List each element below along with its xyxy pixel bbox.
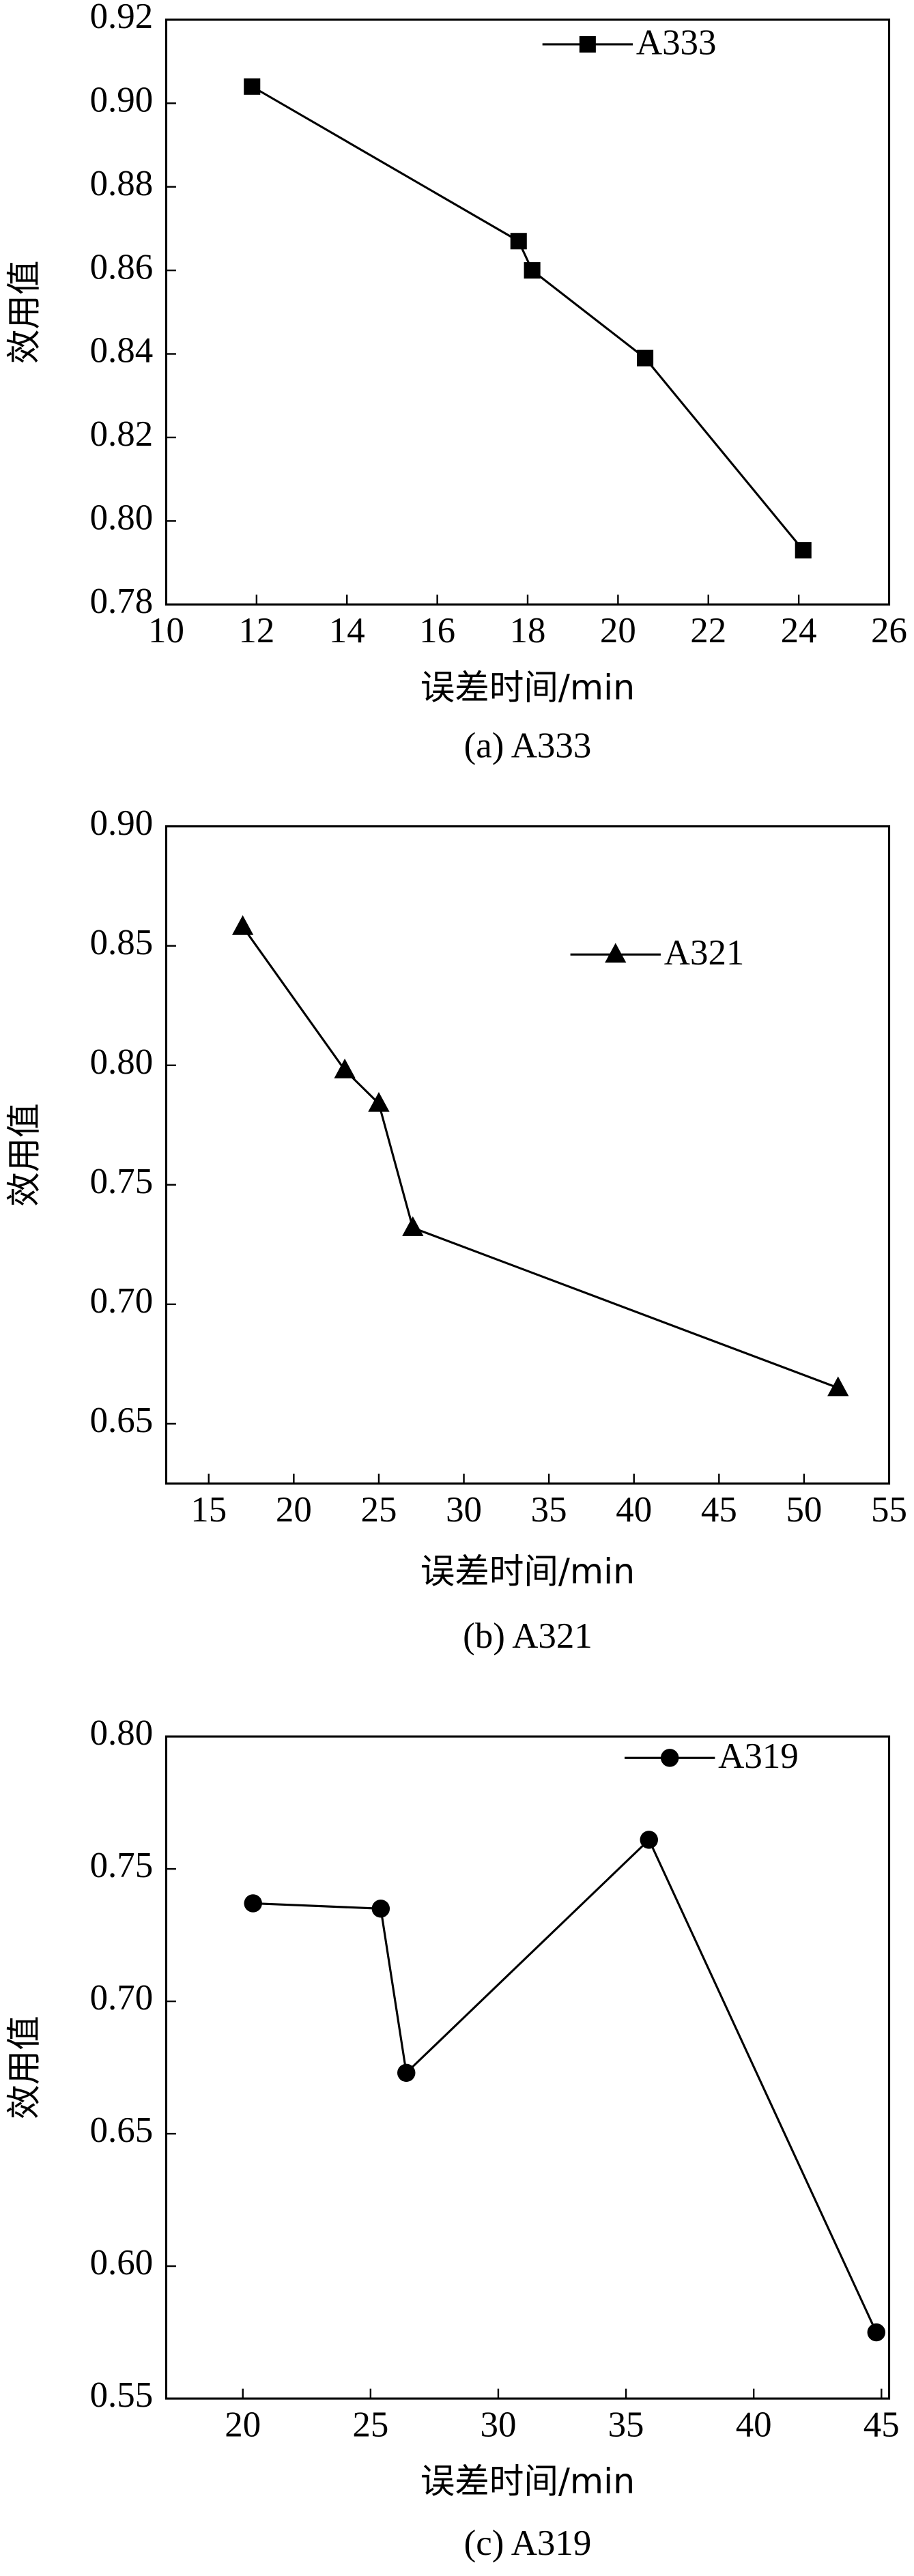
caption: (c) A319	[464, 2523, 592, 2563]
legend-marker	[579, 35, 596, 53]
y-axis-label: 效用值	[3, 1103, 44, 1207]
y-tick-label: 0.92	[90, 0, 154, 36]
x-tick-label: 22	[690, 611, 726, 650]
data-point	[827, 1376, 849, 1397]
x-tick-label: 20	[600, 611, 636, 650]
data-point	[867, 2323, 886, 2342]
x-tick-label: 14	[329, 611, 365, 650]
data-point	[637, 349, 654, 367]
x-tick-label: 26	[871, 611, 907, 650]
y-tick-label: 0.84	[90, 331, 154, 371]
legend-label: A333	[636, 23, 717, 63]
y-tick-label: 0.65	[90, 1401, 154, 1440]
data-point	[334, 1058, 356, 1078]
data-point	[244, 1894, 262, 1913]
y-tick-label: 0.55	[90, 2375, 154, 2415]
x-tick-label: 45	[863, 2405, 900, 2445]
data-point	[368, 1091, 390, 1112]
x-tick-label: 20	[276, 1490, 312, 1530]
x-axis-label: 误差时间/min	[420, 2461, 635, 2502]
data-line	[242, 926, 839, 1389]
plot-frame	[165, 1735, 891, 2400]
x-tick-label: 16	[419, 611, 455, 650]
y-tick-label: 0.90	[90, 80, 154, 119]
x-tick-label: 18	[510, 611, 546, 650]
x-tick-label: 35	[608, 2405, 644, 2445]
x-tick-label: 40	[736, 2405, 772, 2445]
y-tick-label: 0.80	[90, 1042, 154, 1082]
x-tick-label: 25	[352, 2405, 388, 2445]
y-tick-label: 0.88	[90, 164, 154, 203]
data-point	[524, 262, 541, 279]
x-tick-label: 40	[616, 1490, 652, 1530]
y-tick-label: 0.80	[90, 1713, 154, 1753]
y-tick-label: 0.90	[90, 803, 154, 843]
data-line	[253, 1837, 878, 2333]
y-tick-label: 0.70	[90, 1978, 154, 2018]
data-point	[640, 1831, 658, 1849]
legend-label: A319	[718, 1736, 799, 1776]
x-tick-label: 50	[786, 1490, 822, 1530]
y-tick-label: 0.86	[90, 247, 154, 287]
x-tick-label: 10	[148, 611, 184, 650]
y-axis-label: 效用值	[3, 261, 44, 364]
x-tick-label: 45	[701, 1490, 737, 1530]
legend-marker	[605, 943, 627, 963]
data-point	[510, 233, 527, 250]
x-axis-label: 误差时间/min	[420, 1551, 635, 1591]
data-point	[244, 78, 261, 95]
y-tick-label: 0.82	[90, 414, 154, 454]
y-tick-label: 0.65	[90, 2110, 154, 2150]
y-tick-label: 0.80	[90, 498, 154, 537]
x-tick-label: 15	[190, 1490, 227, 1530]
plot-frame	[165, 825, 891, 1485]
data-point	[795, 542, 812, 559]
caption: (a) A333	[464, 726, 592, 766]
caption: (b) A321	[463, 1616, 592, 1656]
x-tick-label: 24	[781, 611, 817, 650]
y-tick-label: 0.70	[90, 1281, 154, 1321]
x-tick-label: 12	[238, 611, 274, 650]
y-tick-label: 0.60	[90, 2243, 154, 2282]
x-tick-label: 30	[480, 2405, 516, 2445]
x-tick-label: 20	[225, 2405, 261, 2445]
data-line	[251, 85, 804, 552]
x-tick-label: 25	[360, 1490, 397, 1530]
x-axis-label: 误差时间/min	[420, 667, 635, 707]
data-point	[397, 2063, 416, 2083]
y-tick-label: 0.75	[90, 1846, 154, 1885]
legend-label: A321	[664, 933, 745, 973]
y-tick-label: 0.78	[90, 582, 154, 621]
x-tick-label: 30	[446, 1490, 482, 1530]
x-tick-label: 55	[871, 1490, 907, 1530]
y-tick-label: 0.85	[90, 923, 154, 962]
data-point	[371, 1900, 390, 1918]
x-tick-label: 35	[531, 1490, 567, 1530]
data-point	[402, 1216, 424, 1236]
data-point	[231, 915, 254, 935]
plot-frame	[165, 18, 891, 606]
y-tick-label: 0.75	[90, 1162, 154, 1201]
legend-marker	[660, 1749, 679, 1767]
y-axis-label: 效用值	[3, 2016, 44, 2119]
